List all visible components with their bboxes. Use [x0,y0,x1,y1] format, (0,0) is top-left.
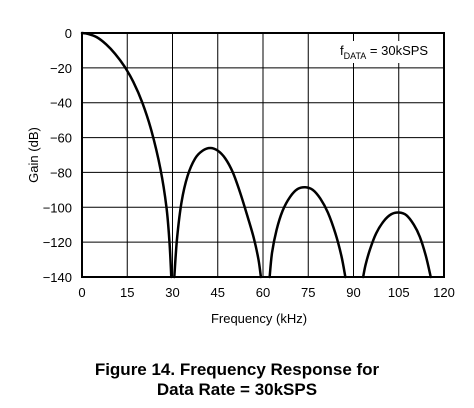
annotation-subscript: DATA [344,51,367,61]
x-tick-label: 60 [256,285,270,300]
caption-line-2: Data Rate = 30kSPS [156,380,318,399]
chart-svg: 0 15 30 45 60 75 90 105 120 0 −20 −40 −60 −80 −100 −120… [26,26,455,326]
y-tick-label: −140 [43,270,72,285]
response-lobe [173,146,263,279]
x-tick-label: 120 [433,285,455,300]
curve-layer [80,31,432,279]
y-tick-label: 0 [65,26,72,41]
caption-line-1: Figure 14. Frequency Response for [94,360,380,379]
annotation-text: fDATA = 30kSPS [340,43,428,61]
y-tick-label: −120 [43,235,72,250]
annotation-box: fDATA = 30kSPS [336,41,433,63]
x-tick-label: 45 [211,285,225,300]
x-axis-label: Frequency (kHz) [211,311,307,326]
x-tick-label: 105 [388,285,410,300]
y-tick-label: −100 [43,200,72,215]
x-tick-label: 0 [78,285,85,300]
y-tick-label: −20 [50,61,72,76]
grid-layer [82,33,444,277]
y-tick-label: −60 [50,131,72,146]
response-lobe [361,211,432,279]
x-tick-label: 15 [120,285,134,300]
y-tick-label: −40 [50,96,72,111]
figure-caption: Figure 14. Frequency Response for Data R… [0,360,474,400]
response-lobe [268,185,347,279]
tick-labels: 0 15 30 45 60 75 90 105 120 0 −20 −40 −60 −80 −100 −120… [43,26,455,300]
annotation-symbol: f [340,43,344,58]
response-lobe [80,31,173,279]
annotation-value: = 30kSPS [366,43,428,58]
chart-figure: 0 15 30 45 60 75 90 105 120 0 −20 −40 −60 −80 −100 −120… [26,26,455,326]
x-tick-label: 75 [301,285,315,300]
y-tick-label: −80 [50,165,72,180]
annotation-background [336,41,433,63]
x-tick-label: 30 [165,285,179,300]
plot-frame [81,32,445,278]
y-axis-label: Gain (dB) [26,127,41,183]
x-tick-label: 90 [346,285,360,300]
